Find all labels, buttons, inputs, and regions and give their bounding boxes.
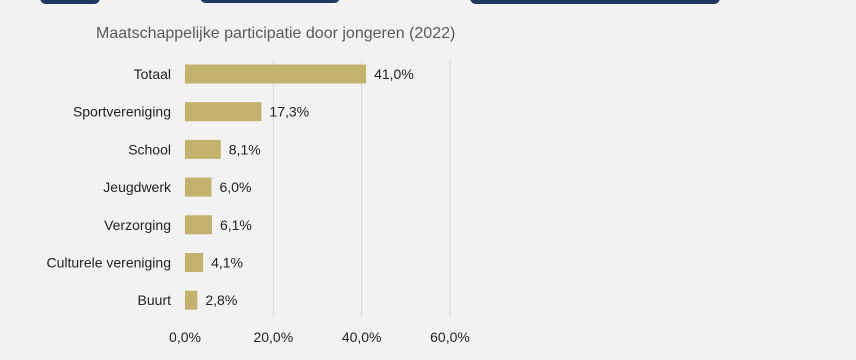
category-label: Buurt (138, 292, 172, 308)
heading-fragment (40, 0, 100, 4)
data-label: 17,3% (269, 104, 309, 120)
data-label: 2,8% (205, 292, 237, 308)
category-label: Jeugdwerk (103, 179, 172, 195)
category-label: Sportvereniging (73, 104, 171, 120)
x-tick-label: 0,0% (169, 329, 201, 345)
category-label: Totaal (134, 66, 171, 82)
bar (185, 177, 212, 197)
chart-title: Maatschappelijke participatie door jonge… (96, 25, 455, 42)
data-label: 6,1% (220, 217, 252, 233)
x-tick-label: 20,0% (253, 329, 293, 345)
bar (185, 290, 198, 310)
bar (185, 102, 262, 122)
heading-fragment (200, 0, 340, 3)
data-label: 8,1% (229, 141, 261, 157)
gridlines (272, 60, 451, 318)
heading-partial (40, 0, 720, 4)
category-labels: Totaal Sportvereniging School Jeugdwerk Verz… (46, 66, 172, 308)
data-label: 6,0% (220, 179, 252, 195)
bar (185, 64, 367, 84)
bar (185, 215, 212, 235)
x-tick-label: 60,0% (430, 329, 470, 345)
bar (185, 253, 204, 272)
bars (185, 64, 367, 310)
data-label: 4,1% (211, 255, 243, 271)
category-label: School (128, 141, 171, 157)
category-label: Verzorging (104, 217, 171, 233)
bar (185, 139, 221, 159)
value-labels: 41,0% 17,3% 8,1% 6,0% 6,1% 4,1% 2,8% (205, 66, 413, 308)
heading-fragment (470, 0, 720, 4)
x-axis-ticks: 0,0% 20,0% 40,0% 60,0% (169, 329, 470, 345)
x-tick-label: 40,0% (342, 329, 382, 345)
category-label: Culturele vereniging (46, 255, 171, 271)
data-label: 41,0% (374, 66, 414, 82)
